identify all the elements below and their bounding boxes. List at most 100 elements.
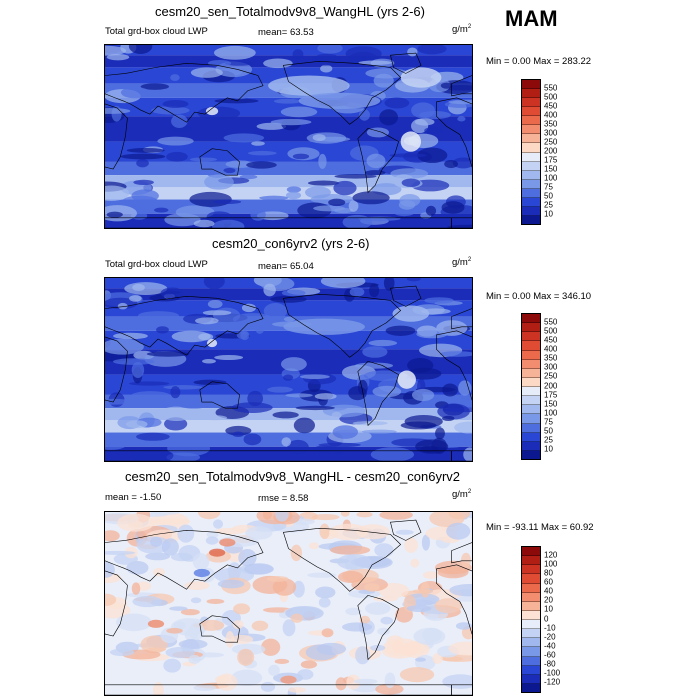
map-field-blob — [434, 598, 463, 614]
coastline — [436, 564, 472, 635]
map-field-blob — [166, 452, 201, 461]
colorbar-swatch — [522, 161, 540, 171]
map-field-blob — [280, 106, 318, 118]
map-field-blob — [407, 47, 418, 57]
colorbar-tick-label: 175 — [544, 155, 558, 165]
map-field-blob — [192, 553, 210, 571]
colorbar-tick-label: -20 — [544, 632, 556, 642]
map-field-blob — [223, 167, 236, 174]
colorbar-tick-label: 350 — [544, 353, 558, 363]
panel-1-title: cesm20_sen_Totalmodv9v8_WangHL (yrs 2-6) — [155, 4, 425, 19]
colorbar-swatch — [522, 107, 540, 117]
map-field-blob — [318, 153, 327, 169]
map-field-blob — [328, 523, 369, 541]
map-field-highlight — [400, 67, 442, 88]
coastline — [390, 52, 422, 74]
coastline — [105, 529, 264, 590]
map-field-blob — [320, 278, 366, 289]
map-field-blob — [413, 627, 446, 645]
map-field-blob — [128, 45, 153, 54]
map-field-blob — [449, 583, 472, 597]
map-field-blob — [202, 359, 216, 364]
map-field-blob — [133, 179, 154, 185]
map-field-blob — [328, 198, 346, 207]
map-field-blob — [153, 681, 164, 695]
coastline — [436, 330, 472, 401]
map-field-blob — [286, 186, 302, 193]
map-field-blob — [292, 49, 304, 60]
colorbar-swatch — [522, 341, 540, 351]
map-field-blob — [198, 333, 214, 341]
map-field-blob — [455, 622, 472, 630]
colorbar-tick-label: -80 — [544, 659, 556, 669]
map-field-blob — [457, 116, 466, 122]
map-field-blob — [244, 563, 274, 575]
map-field-blob — [332, 425, 359, 439]
map-field-blob — [425, 205, 437, 216]
map-field-blob — [156, 326, 169, 334]
map-field-blob — [439, 351, 472, 357]
colorbar-swatch — [522, 423, 540, 433]
map-field-blob — [193, 219, 215, 228]
map-field-blob — [217, 579, 245, 589]
map-field-blob — [129, 448, 174, 461]
colorbar-tick-label: 400 — [544, 344, 558, 354]
map-field-blob — [125, 420, 148, 429]
map-field-blob — [250, 208, 266, 221]
map-field-blob — [163, 385, 203, 390]
map-field-blob — [151, 106, 190, 115]
map-field-blob — [335, 677, 347, 691]
colorbar-tick-label: 50 — [544, 191, 553, 201]
map-field-blob — [236, 331, 248, 339]
colorbar-swatch — [522, 377, 540, 387]
map-field-blob — [113, 332, 148, 340]
map-field-blob — [421, 534, 430, 551]
colorbar-tick-label: 350 — [544, 119, 558, 129]
map-field-blob — [213, 519, 224, 529]
colorbar-swatch — [522, 314, 540, 324]
map-field-blob — [406, 605, 432, 613]
map-field-blob — [153, 567, 165, 577]
map-field-blob — [106, 54, 130, 61]
map-field-blob — [270, 118, 312, 126]
colorbar-swatch — [522, 387, 540, 397]
map-field-blob — [365, 68, 408, 79]
map-field-blob — [214, 354, 244, 361]
colorbar-tick-label: 250 — [544, 137, 558, 147]
map-field-blob — [213, 199, 242, 205]
map-field-blob — [412, 589, 434, 594]
map-field-blob — [285, 393, 313, 398]
map-field-blob — [231, 402, 273, 414]
map-field-blob — [366, 127, 390, 138]
map-field-blob — [232, 431, 245, 438]
map-field-blob — [317, 45, 343, 54]
map-field-blob — [266, 575, 289, 582]
map-field-blob — [161, 538, 179, 556]
map-field-blob — [282, 619, 296, 637]
map-field-blob — [313, 445, 337, 454]
colorbar-tick-label: -120 — [544, 677, 561, 687]
colorbar-tick-label: 75 — [544, 182, 553, 192]
map-field-highlight — [206, 339, 218, 348]
map-field-blob — [382, 638, 421, 657]
coastline — [451, 684, 472, 695]
map-field-blob — [197, 106, 241, 120]
map-field-blob — [202, 415, 228, 421]
map-field-blob — [329, 545, 371, 555]
map-field-blob — [105, 398, 131, 405]
colorbar-tick-label: 120 — [544, 550, 558, 560]
map-field-blob — [165, 646, 196, 659]
map-field-highlight — [283, 318, 365, 335]
colorbar-tick-label: 40 — [544, 586, 553, 596]
map-field-blob — [136, 432, 170, 441]
colorbar-tick-label: 25 — [544, 200, 553, 210]
map-field-blob — [145, 552, 171, 561]
map-field-blob — [173, 621, 186, 630]
map-field-band — [105, 45, 472, 56]
colorbar-swatch — [522, 441, 540, 451]
map-field-blob — [447, 224, 472, 228]
map-field-blob — [251, 141, 265, 146]
coastline — [105, 295, 264, 356]
map-field-blob — [245, 526, 273, 540]
map-field-blob — [401, 178, 421, 188]
